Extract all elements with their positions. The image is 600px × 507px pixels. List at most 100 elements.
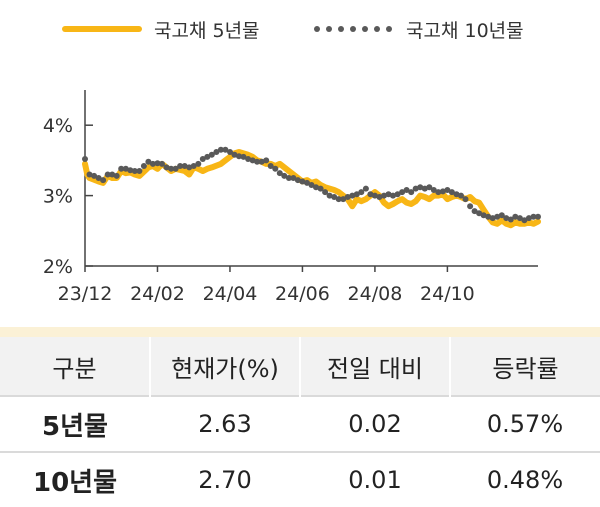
- series-point-10y: [113, 172, 120, 179]
- change-10y: 0.01: [300, 451, 450, 507]
- series-point-10y: [353, 191, 360, 198]
- series-point-10y: [267, 163, 274, 169]
- table-header-category: 구분: [0, 337, 151, 396]
- series-point-10y: [426, 184, 433, 191]
- legend-label-10y: 국고채 10년물: [406, 19, 524, 42]
- series-point-10y: [494, 213, 501, 220]
- x-tick-label: 24/04: [203, 283, 258, 305]
- series-point-10y: [376, 194, 383, 200]
- x-tick-label: 24/10: [420, 283, 475, 305]
- series-point-10y: [149, 160, 156, 167]
- series-point-10y: [421, 185, 428, 192]
- series-point-10y: [399, 189, 406, 196]
- series-point-10y: [172, 165, 179, 172]
- series-point-10y: [304, 179, 310, 186]
- chart-series: [82, 146, 541, 229]
- series-point-10y: [525, 215, 532, 222]
- series-point-10y: [294, 177, 301, 184]
- series-point-10y: [231, 151, 238, 158]
- series-point-10y: [91, 172, 98, 179]
- series-point-10y: [213, 149, 220, 155]
- series-point-10y: [285, 175, 292, 181]
- series-point-10y: [331, 194, 338, 200]
- series-point-10y: [208, 151, 215, 158]
- row-label-5y: 5년물: [0, 395, 150, 452]
- series-point-10y: [317, 185, 324, 192]
- series-point-10y: [308, 182, 315, 188]
- table-header-row: 구분 현재가(%) 전일 대비 등락률: [0, 337, 600, 396]
- table-header-rate: 등락률: [450, 337, 600, 396]
- series-point-10y: [263, 157, 270, 164]
- rate-10y: 0.48%: [450, 451, 600, 507]
- series-point-10y: [272, 165, 279, 172]
- x-tick-label: 23/12: [58, 283, 113, 305]
- series-point-10y: [159, 160, 165, 167]
- series-point-10y: [222, 146, 229, 153]
- series-point-10y: [448, 189, 455, 196]
- price-5y: 2.63: [150, 395, 300, 452]
- series-point-10y: [168, 165, 175, 172]
- y-tick-label: 2%: [43, 256, 73, 278]
- series-point-10y: [290, 175, 297, 181]
- series-point-10y: [390, 192, 396, 199]
- line-chart: 2% 3% 4% 23/12 24/02 24/04 24/06 24/08 24/10: [43, 90, 541, 305]
- series-point-10y: [340, 196, 347, 203]
- series-point-10y: [471, 208, 478, 215]
- legend-item-5y: 국고채 5년물: [62, 14, 260, 44]
- series-point-10y: [127, 167, 134, 174]
- y-tick-label: 3%: [43, 186, 73, 208]
- table-row: 10년물 2.70 0.01 0.48%: [0, 451, 600, 507]
- series-point-10y: [281, 172, 288, 179]
- series-point-10y: [82, 156, 88, 162]
- legend-label-5y: 국고채 5년물: [154, 19, 260, 42]
- series-point-10y: [190, 163, 197, 169]
- series-point-10y: [458, 192, 464, 199]
- series-point-10y: [444, 187, 451, 193]
- x-tick-label: 24/02: [130, 283, 185, 305]
- series-point-10y: [236, 153, 242, 160]
- series-point-10y: [349, 192, 356, 199]
- series-point-10y: [430, 187, 437, 193]
- table-header-change: 전일 대비: [300, 337, 451, 396]
- table-row: 5년물 2.63 0.02 0.57%: [0, 395, 600, 452]
- x-tick-label: 24/06: [275, 283, 330, 305]
- series-point-10y: [131, 168, 138, 174]
- series-point-10y: [385, 191, 392, 198]
- series-point-10y: [516, 215, 523, 222]
- series-point-10y: [485, 213, 492, 220]
- series-point-10y: [512, 213, 519, 220]
- series-point-10y: [199, 156, 206, 162]
- series-point-10y: [109, 171, 116, 178]
- series-point-10y: [358, 189, 365, 196]
- rate-5y: 0.57%: [450, 395, 600, 452]
- series-point-10y: [313, 184, 319, 191]
- series-point-10y: [204, 153, 211, 160]
- series-point-10y: [100, 177, 107, 184]
- series-point-10y: [326, 192, 333, 199]
- series-point-10y: [217, 146, 224, 153]
- row-label-10y: 10년물: [0, 451, 150, 507]
- series-point-10y: [95, 175, 102, 181]
- price-10y: 2.70: [150, 451, 300, 507]
- series-point-10y: [408, 189, 415, 196]
- series-point-10y: [498, 212, 505, 219]
- series-point-10y: [195, 160, 202, 167]
- series-point-10y: [371, 192, 378, 199]
- series-point-10y: [403, 187, 410, 193]
- series-point-10y: [322, 189, 329, 196]
- series-point-10y: [258, 158, 265, 165]
- series-point-10y: [489, 215, 496, 222]
- series-point-10y: [136, 168, 143, 174]
- series-point-10y: [177, 163, 184, 169]
- series-point-10y: [394, 191, 401, 198]
- series-point-10y: [118, 165, 125, 172]
- series-point-10y: [245, 156, 252, 162]
- series-point-10y: [503, 215, 510, 222]
- series-point-10y: [530, 213, 537, 220]
- series-point-10y: [367, 191, 374, 198]
- series-point-10y: [467, 203, 474, 210]
- change-5y: 0.02: [300, 395, 450, 452]
- series-point-10y: [240, 153, 247, 160]
- series-point-10y: [507, 216, 514, 223]
- series-point-10y: [145, 158, 152, 165]
